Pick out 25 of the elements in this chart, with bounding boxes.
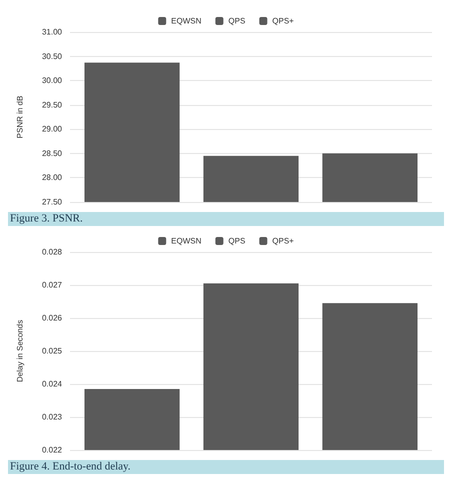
caption: Figure 4. End-to-end delay.	[10, 460, 131, 472]
y-tick-label: 31.00	[42, 28, 63, 36]
y-tick-label: 0.026	[42, 314, 63, 322]
legend-label: QPS+	[272, 236, 294, 246]
y-axis-title: Delay in Seconds	[16, 320, 24, 382]
caption: Figure 3. PSNR.	[10, 212, 83, 224]
y-tick-label: 30.50	[42, 52, 63, 61]
legend-label: QPS	[228, 236, 246, 246]
y-tick-label: 0.027	[42, 280, 63, 290]
y-axis-title: PSNR in dB	[16, 96, 24, 138]
legend-label: EQWSN	[171, 236, 202, 246]
legend-label: EQWSN	[171, 16, 202, 26]
legend-label: QPS	[228, 16, 246, 26]
y-tick-label: 0.022	[42, 446, 63, 454]
legend-label: QPS+	[272, 16, 294, 26]
y-tick-label: 29.00	[42, 124, 63, 134]
y-tick-label: 27.50	[42, 198, 63, 206]
y-tick-label: 0.025	[42, 346, 63, 356]
y-tick-label: 0.028	[42, 248, 63, 256]
y-tick-label: 30.00	[42, 76, 63, 86]
y-tick-label: 29.50	[42, 100, 63, 110]
y-tick-label: 28.00	[42, 173, 63, 182]
y-tick-label: 28.50	[42, 148, 63, 158]
y-tick-label: 0.024	[42, 380, 63, 388]
y-tick-label: 0.023	[42, 412, 63, 422]
